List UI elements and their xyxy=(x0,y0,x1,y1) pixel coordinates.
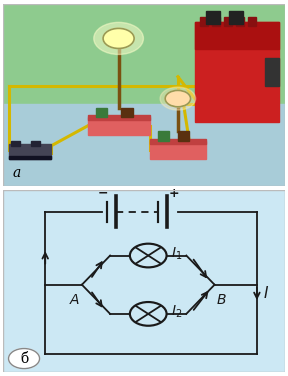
Bar xyxy=(3,104,285,186)
Bar xyxy=(3,4,285,104)
Bar xyxy=(9,144,51,159)
Bar xyxy=(150,139,206,144)
Bar xyxy=(200,17,208,26)
Bar xyxy=(224,17,232,26)
Bar xyxy=(9,156,51,159)
Circle shape xyxy=(160,87,196,110)
Bar xyxy=(195,22,279,49)
Circle shape xyxy=(103,28,134,49)
Bar xyxy=(158,132,169,141)
Bar xyxy=(206,11,220,24)
Bar xyxy=(31,141,39,146)
Circle shape xyxy=(165,90,191,107)
Bar xyxy=(265,59,279,86)
Text: −: − xyxy=(98,187,108,200)
Circle shape xyxy=(94,22,143,55)
Bar xyxy=(88,117,150,135)
Bar xyxy=(150,141,206,159)
Text: B: B xyxy=(217,293,226,307)
Text: $I_1$: $I_1$ xyxy=(171,246,182,262)
Text: a: a xyxy=(13,166,21,180)
Text: +: + xyxy=(168,187,179,200)
Bar xyxy=(96,108,107,117)
Text: A: A xyxy=(70,293,79,307)
Bar xyxy=(229,11,243,24)
Bar xyxy=(195,22,279,122)
Text: б: б xyxy=(20,352,28,365)
Bar xyxy=(248,17,256,26)
Bar xyxy=(236,17,244,26)
Bar xyxy=(88,115,150,120)
Bar xyxy=(178,132,189,141)
Text: I: I xyxy=(264,287,268,301)
Bar xyxy=(212,17,220,26)
Bar xyxy=(122,108,133,117)
Bar xyxy=(11,141,20,146)
Circle shape xyxy=(9,349,39,368)
Text: $I_2$: $I_2$ xyxy=(171,304,182,320)
